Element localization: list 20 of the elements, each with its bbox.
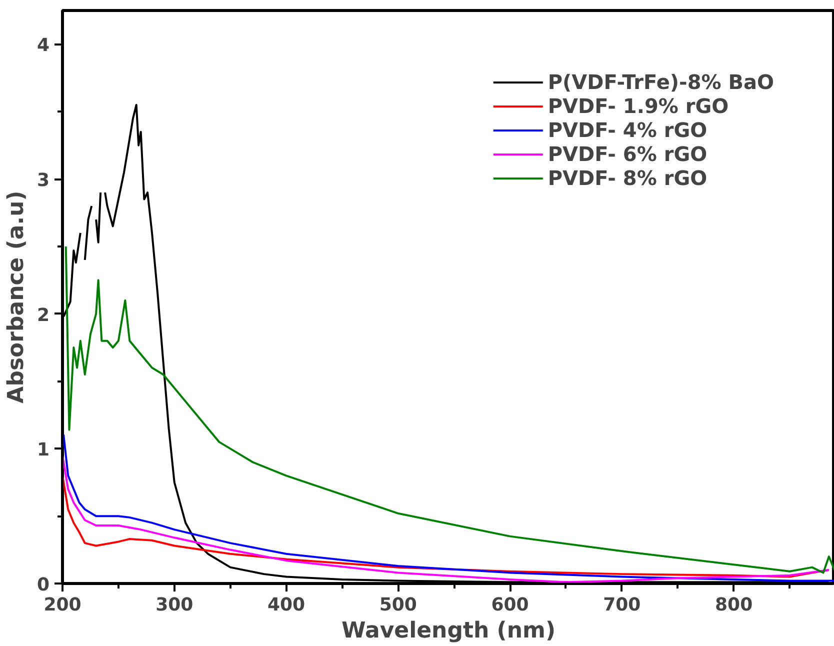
y-tick-label: 3 — [36, 170, 50, 192]
x-tick-label: 800 — [715, 594, 753, 616]
x-tick-label: 700 — [603, 594, 641, 616]
legend-label: P(VDF-TrFe)-8% BaO — [548, 70, 774, 94]
legend-label: PVDF- 6% rGO — [548, 142, 708, 166]
legend-label: PVDF- 1.9% rGO — [548, 94, 729, 118]
x-axis-title: Wavelength (nm) — [342, 618, 556, 644]
x-tick-label: 300 — [156, 594, 194, 616]
x-tick-label: 200 — [44, 594, 82, 616]
x-tick-label: 400 — [267, 594, 306, 616]
y-axis-title: Absorbance (a.u) — [4, 190, 29, 404]
line-series — [64, 245, 834, 574]
x-tick-label: 600 — [491, 594, 529, 616]
y-tick-label: 4 — [36, 35, 50, 56]
legend-label: PVDF- 4% rGO — [548, 118, 708, 142]
y-tick-label: 1 — [36, 440, 50, 461]
y-tick-label: 2 — [36, 304, 50, 326]
legend-label: PVDF- 8% rGO — [548, 166, 708, 190]
y-tick-label: 0 — [36, 574, 50, 596]
x-tick-label: 500 — [379, 594, 417, 616]
